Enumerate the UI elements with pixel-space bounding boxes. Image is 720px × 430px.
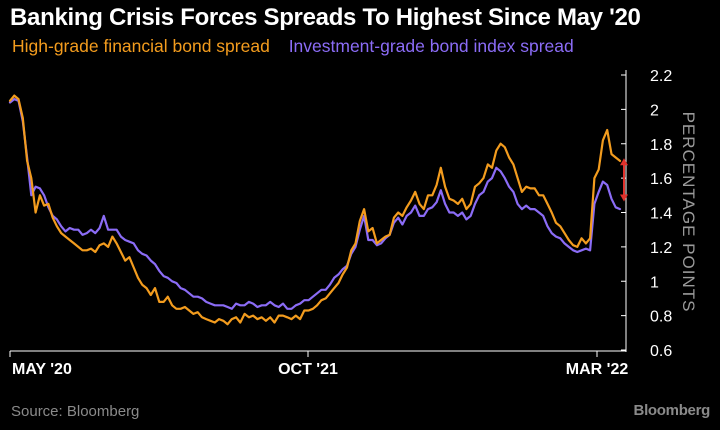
legend-high-grade-financial-bond-spread: High-grade financial bond spread [12, 36, 270, 56]
x-tick-label: MAY '20 [12, 361, 72, 378]
series-layer [8, 94, 622, 326]
legend-investment-grade-bond-index-spread: Investment-grade bond index spread [288, 36, 574, 56]
x-tick-label: MAR '22 [566, 361, 629, 378]
y-tick-label: 0.8 [650, 309, 672, 326]
x-tick-label: OCT '21 [278, 361, 338, 378]
y-axis-title: PERCENTAGE POINTS [679, 112, 698, 313]
y-tick-label: 2.2 [650, 68, 672, 85]
legend: High-grade financial bond spread Investm… [12, 36, 588, 57]
y-tick-label: 1.8 [650, 137, 672, 154]
y-tick-label: 1.4 [650, 206, 672, 223]
y-tick-label: 2 [650, 102, 659, 119]
arrow-head-up-icon [620, 158, 628, 166]
series-line-high-grade [8, 94, 622, 326]
y-tick-label: 1 [650, 274, 659, 291]
chart-title: Banking Crisis Forces Spreads To Highest… [10, 4, 641, 31]
arrow-head-down-icon [620, 194, 628, 202]
y-tick-label: 1.6 [650, 171, 672, 188]
axis-layer: 2.2 2 1.8 1.6 1.4 1.2 1 0.8 0.6 MAY '20 OCT '21 MAR… [9, 68, 698, 378]
y-tick-label: 1.2 [650, 240, 672, 257]
y-tick-label: 0.6 [650, 343, 672, 360]
annotation-layer [620, 158, 628, 202]
bloomberg-logo: Bloomberg [633, 402, 711, 419]
source-note: Source: Bloomberg [11, 403, 140, 420]
series-line-index [8, 97, 622, 310]
